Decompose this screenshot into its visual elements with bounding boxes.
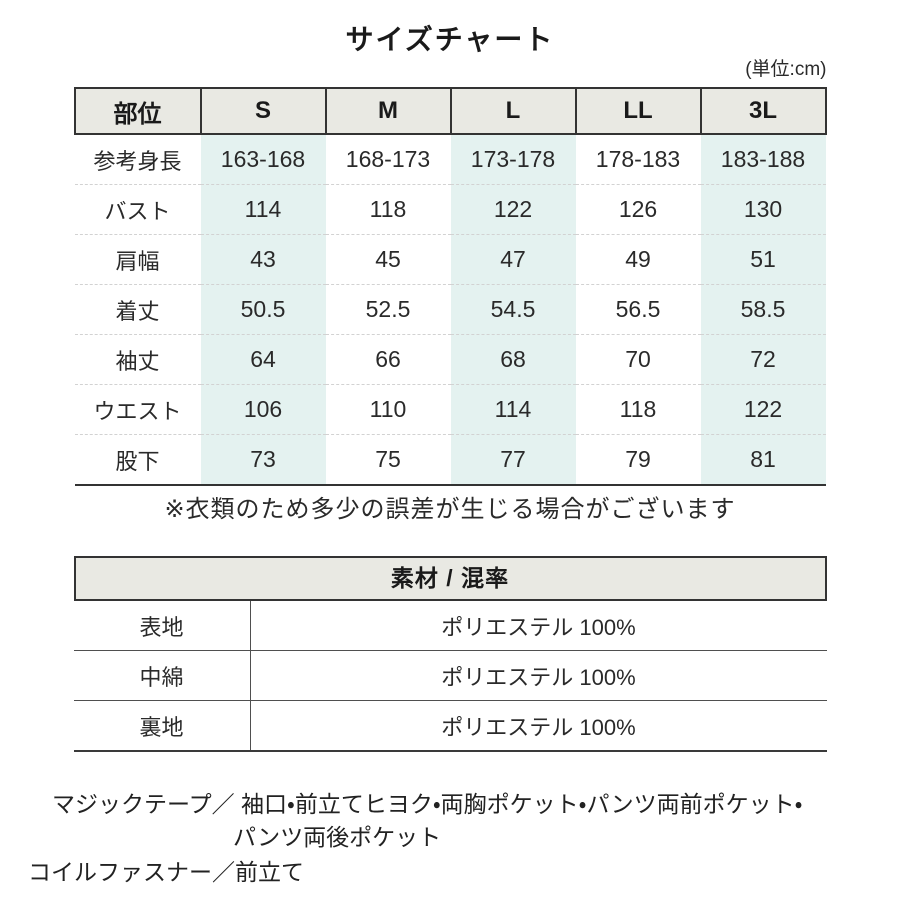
- page-title: サイズチャート: [345, 24, 555, 55]
- size-cell: 51: [700, 234, 826, 285]
- size-header-cell: S: [199, 87, 327, 135]
- size-cell: 52.5: [325, 284, 451, 335]
- size-cell: 118: [575, 384, 701, 435]
- table-row: バスト 114 118 122 126 130: [74, 184, 826, 235]
- size-row-label: バスト: [74, 184, 201, 235]
- size-cell: 77: [450, 434, 576, 486]
- size-cell: 114: [200, 184, 326, 235]
- size-header-cell: LL: [574, 87, 702, 135]
- size-row-label: 着丈: [74, 284, 201, 335]
- features-line-3: コイルファスナー／前立て: [28, 859, 304, 885]
- size-cell: 106: [200, 384, 326, 435]
- size-row-label: 袖丈: [74, 334, 201, 385]
- size-cell: 50.5: [200, 284, 326, 335]
- size-header-cell: M: [324, 87, 452, 135]
- size-cell: 163-168: [200, 134, 326, 185]
- size-cell: 81: [700, 434, 826, 486]
- size-cell: 47: [450, 234, 576, 285]
- material-row-label: 裏地: [73, 700, 251, 752]
- features-line-1: マジックテープ／ 袖口・前立てヒヨク・両胸ポケット・パンツ両前ポケット・: [52, 791, 803, 817]
- size-table: 部位 S M L LL 3L 参考身長 163-168 168-173 173-…: [73, 87, 827, 486]
- features-line-2: パンツ両後ポケット: [233, 824, 442, 850]
- size-cell: 122: [450, 184, 576, 235]
- size-cell: 75: [325, 434, 451, 486]
- table-row: 股下 73 75 77 79 81: [74, 434, 826, 486]
- size-cell: 58.5: [700, 284, 826, 335]
- size-cell: 114: [450, 384, 576, 435]
- table-row: 参考身長 163-168 168-173 173-178 178-183 183…: [74, 134, 826, 185]
- size-row-label: 肩幅: [74, 234, 201, 285]
- table-row: 中綿 ポリエステル 100%: [73, 650, 827, 701]
- size-row-label: ウエスト: [74, 384, 201, 435]
- table-row: ウエスト 106 110 114 118 122: [74, 384, 826, 435]
- size-cell: 72: [700, 334, 826, 385]
- size-row-label: 参考身長: [74, 134, 201, 185]
- size-cell: 70: [575, 334, 701, 385]
- size-row-label: 股下: [74, 434, 201, 486]
- size-header-cell: 部位: [73, 87, 202, 135]
- size-header-cell: L: [449, 87, 577, 135]
- material-value: ポリエステル 100%: [250, 650, 827, 701]
- size-cell: 43: [200, 234, 326, 285]
- size-cell: 45: [325, 234, 451, 285]
- table-row: 表地 ポリエステル 100%: [73, 601, 827, 651]
- size-cell: 122: [700, 384, 826, 435]
- size-cell: 56.5: [575, 284, 701, 335]
- size-cell: 68: [450, 334, 576, 385]
- size-cell: 73: [200, 434, 326, 486]
- size-cell: 183-188: [700, 134, 826, 185]
- size-table-header-row: 部位 S M L LL 3L: [73, 87, 827, 135]
- material-row-label: 表地: [73, 601, 251, 651]
- size-cell: 178-183: [575, 134, 701, 185]
- material-value: ポリエステル 100%: [250, 601, 827, 651]
- size-cell: 173-178: [450, 134, 576, 185]
- material-table: 表地 ポリエステル 100% 中綿 ポリエステル 100% 裏地 ポリエステル …: [73, 601, 827, 752]
- size-cell: 168-173: [325, 134, 451, 185]
- size-cell: 130: [700, 184, 826, 235]
- table-row: 肩幅 43 45 47 49 51: [74, 234, 826, 285]
- size-cell: 79: [575, 434, 701, 486]
- size-cell: 126: [575, 184, 701, 235]
- material-table-header: 素材 / 混率: [73, 556, 827, 601]
- tolerance-note: ※衣類のため多少の誤差が生じる場合がございます: [164, 496, 736, 523]
- size-cell: 64: [200, 334, 326, 385]
- material-value: ポリエステル 100%: [250, 700, 827, 752]
- table-row: 裏地 ポリエステル 100%: [73, 700, 827, 752]
- size-cell: 66: [325, 334, 451, 385]
- features-text: マジックテープ／ 袖口・前立てヒヨク・両胸ポケット・パンツ両前ポケット・ パンツ…: [0, 788, 900, 889]
- material-row-label: 中綿: [73, 650, 251, 701]
- unit-label: (単位:cm): [745, 59, 827, 80]
- table-row: 袖丈 64 66 68 70 72: [74, 334, 826, 385]
- size-cell: 110: [325, 384, 451, 435]
- size-cell: 118: [325, 184, 451, 235]
- size-cell: 54.5: [450, 284, 576, 335]
- material-section: 素材 / 混率 表地 ポリエステル 100% 中綿 ポリエステル 100% 裏地…: [73, 556, 827, 752]
- table-row: 着丈 50.5 52.5 54.5 56.5 58.5: [74, 284, 826, 335]
- size-cell: 49: [575, 234, 701, 285]
- size-header-cell: 3L: [699, 87, 827, 135]
